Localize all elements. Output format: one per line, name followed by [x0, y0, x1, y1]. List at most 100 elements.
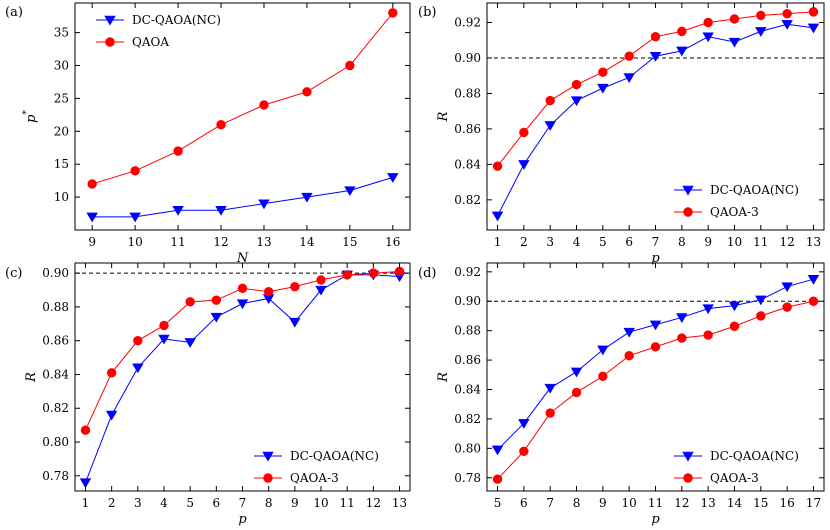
plot-frame	[74, 2, 411, 231]
data-point	[387, 173, 399, 183]
x-tick-label: 10	[727, 235, 742, 249]
y-tick-label: 15	[54, 157, 69, 171]
x-tick-label: 11	[170, 235, 185, 249]
data-point	[755, 27, 767, 37]
data-point	[544, 383, 556, 394]
y-tick-label: 0.82	[454, 412, 481, 426]
x-tick-label: 17	[806, 496, 821, 510]
y-tick-label: 10	[54, 190, 69, 204]
data-point	[597, 83, 609, 94]
data-point	[133, 335, 143, 346]
data-point	[808, 7, 819, 17]
x-tick-label: 11	[753, 235, 768, 249]
x-tick-label: 3	[546, 235, 554, 249]
series-line	[85, 270, 400, 431]
data-point	[703, 330, 713, 340]
x-tick-label: 6	[213, 496, 221, 510]
y-axis-label-text: R	[436, 372, 451, 383]
x-tick-label: 9	[291, 496, 299, 510]
data-point	[650, 31, 661, 42]
y-tick-label: 0.78	[454, 471, 481, 485]
legend-label: QAOA-3	[710, 471, 759, 485]
x-tick-label: 13	[701, 496, 716, 510]
x-tick-label: 12	[213, 235, 228, 249]
data-point	[315, 285, 327, 296]
x-tick-label: 5	[599, 235, 607, 249]
panel-label: (c)	[5, 266, 22, 281]
y-axis-label: R	[24, 372, 39, 383]
data-point	[342, 270, 352, 280]
x-tick-label: 11	[340, 496, 355, 510]
x-axis-label: p	[651, 251, 660, 266]
data-point	[755, 295, 767, 306]
legend-marker	[263, 473, 273, 483]
data-point	[545, 408, 555, 418]
x-tick-label: 7	[652, 235, 660, 249]
x-tick-label: 13	[806, 235, 821, 249]
y-axis-label-text: R	[24, 372, 39, 383]
x-tick-label: 3	[134, 496, 142, 510]
data-point	[729, 321, 740, 331]
y-tick-label: 0.88	[454, 86, 481, 100]
data-point	[598, 371, 608, 381]
y-axis-label: p*	[22, 110, 39, 123]
data-point	[105, 410, 118, 421]
y-axis-label-text: p	[24, 114, 39, 123]
data-point	[368, 268, 379, 278]
legend-marker	[262, 451, 274, 462]
legend-marker	[105, 37, 115, 47]
x-tick-label: 10	[313, 496, 328, 510]
data-point	[258, 199, 270, 210]
legend-marker	[682, 451, 694, 462]
y-tick-label: 0.82	[454, 193, 481, 207]
data-point	[80, 425, 91, 435]
data-point	[650, 342, 661, 352]
data-point	[185, 297, 195, 307]
y-axis-label-text: R	[436, 111, 451, 122]
data-point	[597, 345, 609, 356]
x-tick-label: 14	[727, 496, 743, 510]
data-point	[86, 212, 98, 223]
x-tick-label: 4	[160, 496, 168, 510]
data-point	[649, 320, 662, 331]
data-point	[702, 304, 714, 315]
x-tick-label: 9	[88, 235, 96, 249]
data-point	[623, 73, 635, 84]
data-point	[649, 52, 662, 62]
y-tick-label: 0.78	[42, 469, 69, 483]
data-point	[211, 295, 222, 305]
x-tick-label: 13	[256, 235, 271, 249]
x-tick-label: 9	[704, 235, 712, 249]
data-point	[808, 296, 819, 306]
panel-d: (d) 5 6 7 8 9 10 11 12 13 14 15 16 17 0.78 0.80 0.82 0.84…	[418, 262, 825, 527]
y-tick-label: 0.90	[42, 266, 69, 280]
data-point	[598, 67, 608, 77]
y-tick-label: 20	[54, 124, 69, 138]
x-tick-label: 14	[299, 235, 315, 249]
x-tick-label: 8	[678, 235, 686, 249]
x-tick-label: 5	[494, 496, 502, 510]
x-tick-label: 11	[648, 496, 663, 510]
y-tick-label: 0.88	[454, 324, 481, 338]
x-tick-label: 16	[780, 496, 795, 510]
data-point	[781, 20, 793, 30]
x-axis-label: p	[238, 512, 247, 527]
y-tick-label: 0.80	[454, 441, 481, 455]
data-point	[491, 445, 504, 456]
data-point	[624, 51, 634, 61]
data-point	[159, 320, 169, 331]
x-tick-label: 15	[753, 496, 768, 510]
data-point	[345, 60, 355, 71]
data-point	[728, 301, 741, 312]
panel-c: (c)1 2 3 4 5 6 7 8 9 10 11 12 130.780.800.820.840.86…	[5, 262, 411, 527]
legend-marker	[683, 207, 693, 217]
x-axis-label: N	[236, 251, 249, 266]
legend-marker	[682, 185, 694, 196]
data-point	[290, 281, 300, 292]
legend-marker	[104, 15, 116, 26]
x-tick-label: 15	[342, 235, 357, 249]
data-point	[210, 312, 223, 323]
data-point	[158, 334, 170, 345]
series-line	[92, 12, 394, 185]
data-point	[184, 338, 196, 348]
